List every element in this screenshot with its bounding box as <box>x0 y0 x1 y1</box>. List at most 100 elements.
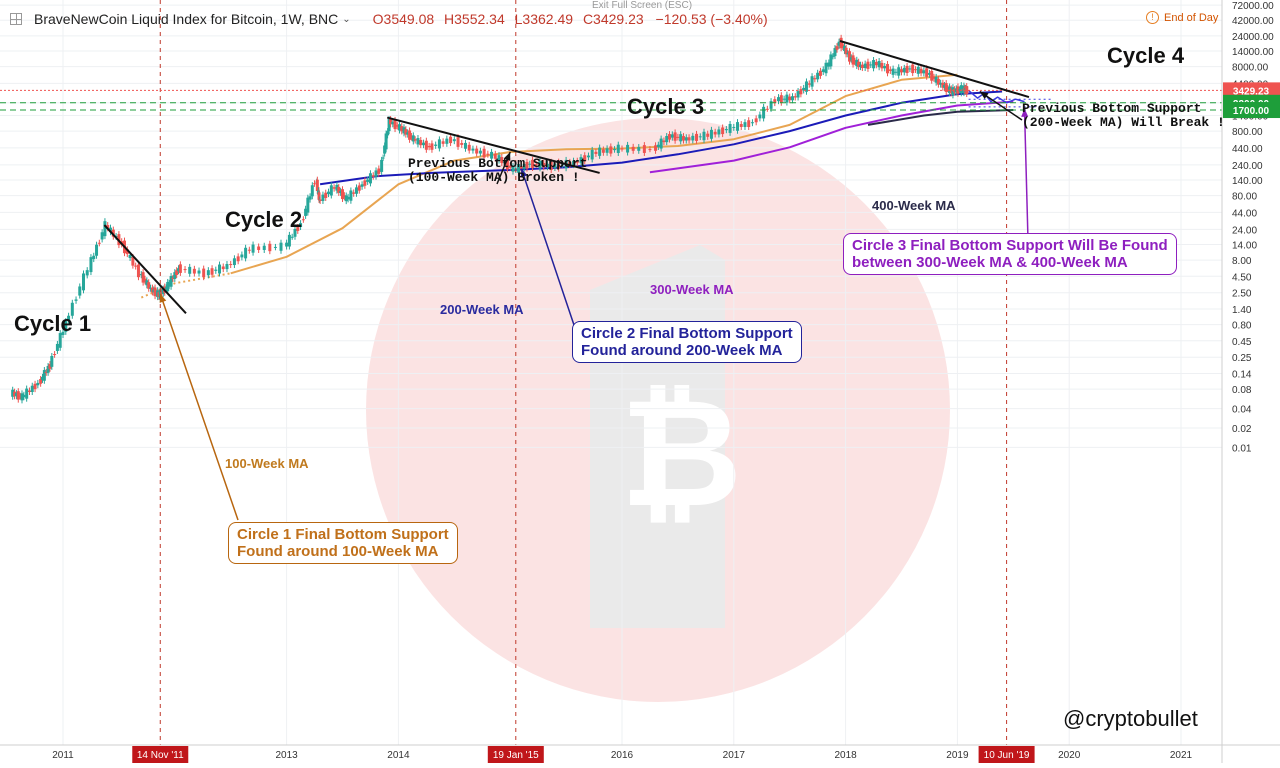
end-of-day-label: End of Day <box>1164 11 1219 24</box>
price-candle <box>503 161 507 164</box>
price-candle <box>229 264 233 266</box>
x-tick-label: 2016 <box>611 750 634 761</box>
price-candle <box>257 246 261 250</box>
price-candle <box>371 175 375 177</box>
price-candle <box>85 270 89 276</box>
price-candle <box>575 160 579 163</box>
price-candle <box>844 47 848 55</box>
price-candle <box>409 135 413 138</box>
price-candle <box>553 163 557 169</box>
end-of-day-badge[interactable]: ! End of Day <box>1146 11 1218 24</box>
price-candle <box>404 129 408 135</box>
price-candle <box>287 234 291 247</box>
price-candle <box>139 274 143 276</box>
price-candle <box>416 138 420 145</box>
price-candle <box>33 383 37 390</box>
price-candle <box>736 122 740 131</box>
price-candle <box>383 145 387 154</box>
ma100-line <box>230 73 958 275</box>
cycle2-label: Cycle 2 <box>225 207 303 232</box>
arrow-circle3 <box>1021 108 1029 241</box>
price-candle <box>799 89 803 95</box>
chevron-down-icon[interactable]: ⌄ <box>342 13 351 25</box>
price-candle <box>816 72 820 80</box>
price-candle <box>42 370 46 381</box>
arrow-head <box>159 293 167 303</box>
circle3-line2: between 300-Week MA & 400-Week MA <box>852 254 1128 271</box>
price-candle <box>545 163 549 168</box>
price-candle <box>662 140 666 143</box>
price-candle <box>422 142 426 146</box>
price-candle <box>505 159 509 170</box>
price-candle <box>236 256 240 262</box>
price-candle <box>398 124 402 131</box>
price-candle <box>948 86 952 94</box>
price-candle <box>147 282 151 289</box>
price-candle <box>620 148 624 150</box>
price-level-label: 3429.23 <box>1233 86 1270 97</box>
price-candle <box>366 179 370 182</box>
price-candle <box>18 395 22 397</box>
price-candle <box>936 78 940 85</box>
price-candle <box>609 146 613 154</box>
symbol-title[interactable]: BraveNewCoin Liquid Index for Bitcoin, 1… <box>34 11 339 27</box>
price-candle <box>177 268 181 272</box>
chart-header: BraveNewCoin Liquid Index for Bitcoin, 1… <box>10 8 768 30</box>
price-candle <box>74 299 78 301</box>
price-candle <box>268 243 272 252</box>
price-level-badge <box>1223 82 1280 99</box>
trendline-cycle3 <box>839 40 1030 99</box>
exit-fullscreen-hint[interactable]: Exit Full Screen (ESC) <box>592 0 693 11</box>
price-candle <box>951 87 955 96</box>
price-candle <box>932 76 936 79</box>
price-candle <box>125 249 129 255</box>
price-candle <box>437 139 441 149</box>
price-candle <box>221 266 225 270</box>
price-candle <box>317 192 321 200</box>
price-candle <box>290 236 294 238</box>
price-candle <box>377 168 381 174</box>
price-candle <box>89 257 93 273</box>
price-candle <box>363 180 367 186</box>
price-candle <box>848 51 852 62</box>
close-value: C3429.23 <box>582 11 644 27</box>
price-candle <box>490 151 494 159</box>
arrow-shaft <box>979 90 1023 121</box>
layout-grid-icon[interactable] <box>10 13 22 25</box>
x-tick-label: 2018 <box>834 750 857 761</box>
price-candle <box>788 96 792 101</box>
price-candle <box>568 161 572 166</box>
price-candle <box>872 60 876 69</box>
price-candle <box>782 98 786 100</box>
price-candle <box>58 333 62 348</box>
price-candle <box>880 62 884 69</box>
price-candle <box>434 144 438 146</box>
price-candle <box>886 64 890 74</box>
y-tick-label: 800.00 <box>1232 127 1263 138</box>
price-candle <box>463 142 467 149</box>
price-candle <box>391 121 395 125</box>
price-candle <box>829 54 833 67</box>
price-level-label: 1700.00 <box>1233 106 1270 117</box>
price-candle <box>262 245 266 250</box>
price-candle <box>445 138 449 144</box>
price-candle <box>30 385 34 392</box>
price-candle <box>654 145 658 151</box>
price-candle <box>293 228 297 237</box>
price-candle <box>724 129 728 131</box>
price-candle <box>810 76 814 87</box>
price-candle <box>943 85 947 88</box>
circle2-box: Circle 2 Final Bottom Support Found arou… <box>572 321 802 363</box>
price-candle <box>393 119 397 130</box>
y-tick-label: 42000.00 <box>1232 16 1274 27</box>
info-icon: ! <box>1146 11 1159 24</box>
price-candle <box>103 221 107 237</box>
price-candle <box>659 138 663 149</box>
price-candle <box>178 264 182 273</box>
price-candle <box>441 141 445 144</box>
price-candle <box>842 45 846 51</box>
note-200w-line2: (200-Week MA) Will Break ! <box>1022 115 1225 130</box>
price-candle <box>894 71 898 73</box>
price-candle <box>777 97 781 102</box>
price-candle <box>656 144 660 147</box>
